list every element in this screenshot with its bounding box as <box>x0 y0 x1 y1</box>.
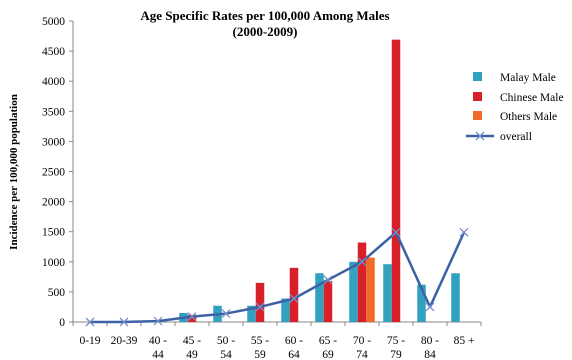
overall-point-marker <box>221 309 231 319</box>
overall-point-marker <box>323 275 333 285</box>
legend-marker <box>475 131 485 141</box>
overall-point-marker <box>391 227 401 237</box>
x-tick-label: 40 - <box>149 335 167 347</box>
x-tick-label: 74 <box>356 349 368 360</box>
bar <box>289 267 299 322</box>
legend-swatch <box>473 92 482 101</box>
bar <box>391 39 401 323</box>
y-tick-label: 5000 <box>42 16 65 28</box>
overall-line <box>85 227 469 327</box>
y-tick-label: 1500 <box>42 227 65 239</box>
x-tick-label: 65 - <box>319 335 337 347</box>
overall-point-marker <box>255 302 265 312</box>
y-tick-label: 3000 <box>42 136 65 148</box>
x-tick-label: 45 - <box>183 335 201 347</box>
x-tick-label: 59 <box>254 349 266 360</box>
y-tick-label: 4000 <box>42 76 65 88</box>
bar <box>451 273 460 322</box>
x-tick-label: 85 + <box>454 335 475 347</box>
y-tick-label: 2500 <box>42 167 65 179</box>
x-tick-label: 70 - <box>353 335 371 347</box>
x-tick-label: 50 - <box>217 335 235 347</box>
bar <box>281 298 290 322</box>
x-tick-label: 55 - <box>251 335 269 347</box>
overall-point-marker <box>425 302 435 312</box>
x-tick-label: 54 <box>220 349 232 360</box>
x-tick-label: 75 - <box>387 335 405 347</box>
bar <box>187 314 197 322</box>
y-tick-label: 3500 <box>42 106 65 118</box>
bars <box>179 39 460 323</box>
y-axis-label: Incidence per 100,000 population <box>8 94 20 250</box>
x-tick-label: 80 - <box>421 335 439 347</box>
x-tick-label: 20-39 <box>111 335 138 347</box>
bar <box>417 284 426 322</box>
legend: Malay Male Chinese Male Others Male overall <box>466 72 564 143</box>
x-tick-label: 69 <box>322 349 334 360</box>
bar <box>349 261 358 322</box>
bar <box>255 282 265 322</box>
bar <box>383 264 392 322</box>
legend-label: Others Male <box>500 111 557 123</box>
legend-label: Malay Male <box>500 72 556 84</box>
overall-point-marker <box>459 227 469 237</box>
x-tick-label: 60 - <box>285 335 303 347</box>
legend-label: overall <box>500 131 532 143</box>
bar <box>247 305 256 322</box>
chart-title-line-2: (2000-2009) <box>233 24 298 39</box>
x-tick-label: 84 <box>424 349 436 360</box>
overall-point-marker <box>187 312 197 322</box>
y-tick-label: 0 <box>59 317 65 329</box>
legend-swatch <box>473 111 482 120</box>
y-tick-label: 2000 <box>42 197 65 209</box>
overall-point-marker <box>85 317 95 327</box>
overall-point-marker <box>119 317 129 327</box>
x-tick-label: 49 <box>186 349 198 360</box>
x-tick-label: 64 <box>288 349 300 360</box>
y-tick-label: 1000 <box>42 257 65 269</box>
x-tick-label: 79 <box>390 349 402 360</box>
overall-line-path <box>90 231 466 324</box>
y-tick-label: 4500 <box>42 46 65 58</box>
x-tick-label: 44 <box>152 349 164 360</box>
overall-point-marker <box>357 257 367 267</box>
overall-point-marker <box>153 316 163 326</box>
bar <box>357 242 367 322</box>
chart-title-line-1: Age Specific Rates per 100,000 Among Mal… <box>140 8 389 23</box>
bar <box>366 257 375 322</box>
bar <box>315 273 324 322</box>
legend-label: Chinese Male <box>500 92 564 104</box>
axes: 0 500 1000 1500 2000 2500 3000 3500 4000 4500 5000… <box>42 16 482 360</box>
x-tick-label: 0-19 <box>79 335 100 347</box>
y-tick-label: 500 <box>48 287 66 299</box>
legend-swatch <box>473 72 482 81</box>
overall-point-marker <box>289 294 299 303</box>
bar <box>323 281 333 322</box>
